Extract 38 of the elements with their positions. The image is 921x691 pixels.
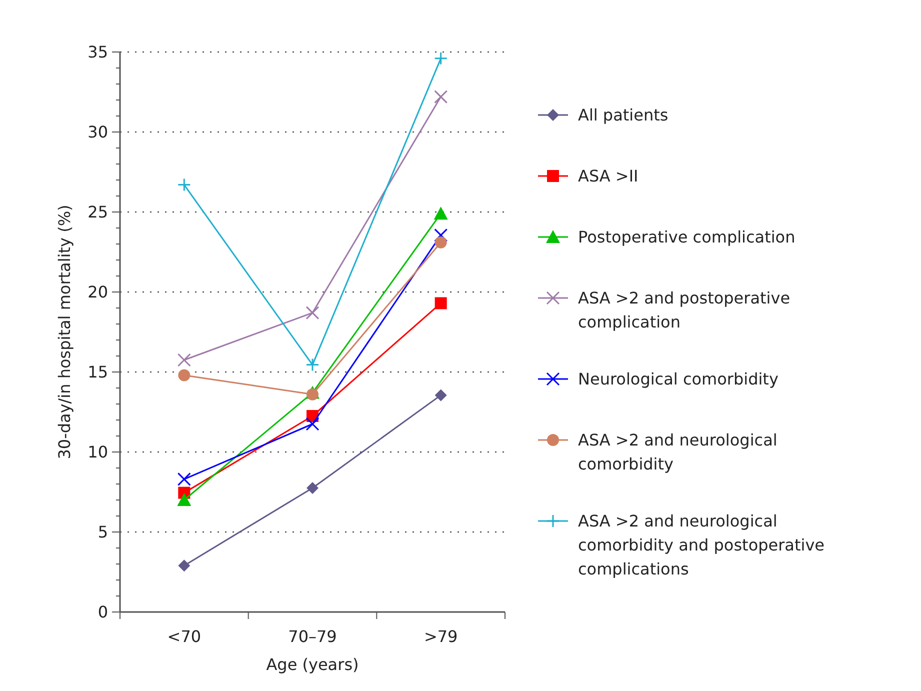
point bbox=[434, 297, 447, 310]
point bbox=[306, 358, 320, 372]
point bbox=[306, 306, 320, 320]
legend-label: Neurological comorbidity bbox=[578, 370, 778, 389]
x-axis-title: Age (years) bbox=[266, 655, 359, 674]
point bbox=[178, 369, 190, 382]
y-tick-label: 0 bbox=[98, 602, 108, 622]
x-tick-label: 70–79 bbox=[288, 627, 337, 646]
y-tick-label: 5 bbox=[98, 522, 108, 542]
point bbox=[306, 388, 318, 400]
x-tick-label: >79 bbox=[424, 627, 458, 646]
point bbox=[434, 228, 448, 242]
point bbox=[434, 236, 447, 248]
y-tick-label: 20 bbox=[88, 282, 108, 302]
y-tick-label: 30 bbox=[88, 122, 108, 142]
legend-label: All patients bbox=[578, 106, 668, 125]
point bbox=[177, 493, 192, 506]
point bbox=[434, 90, 448, 104]
point bbox=[434, 52, 448, 66]
legend-label: Postoperative complication bbox=[578, 228, 796, 247]
x-tick-label: <70 bbox=[167, 627, 202, 646]
point bbox=[306, 417, 320, 431]
y-tick-label: 35 bbox=[88, 42, 108, 62]
point bbox=[434, 206, 448, 220]
point bbox=[178, 560, 190, 572]
point bbox=[177, 353, 191, 367]
legend-label: ASA >2 and neurological comorbidity bbox=[578, 430, 778, 474]
point bbox=[177, 472, 191, 486]
y-tick-label: 10 bbox=[88, 442, 108, 462]
point bbox=[434, 389, 447, 402]
y-tick-label: 25 bbox=[88, 202, 108, 222]
legend-label: ASA >2 and neurological comorbidity and postoperative complications bbox=[578, 512, 825, 579]
y-axis-title: 30-day/in hospital mortality (%) bbox=[55, 204, 74, 460]
legend-label: ASA >2 and postoperative complication bbox=[578, 288, 790, 332]
y-tick-label: 15 bbox=[88, 362, 108, 382]
point bbox=[177, 178, 191, 192]
legend-label: ASA >II bbox=[578, 166, 638, 186]
point bbox=[306, 482, 318, 494]
